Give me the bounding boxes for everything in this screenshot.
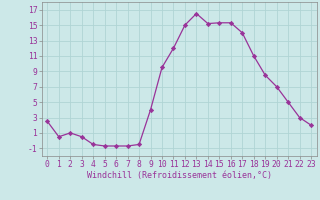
X-axis label: Windchill (Refroidissement éolien,°C): Windchill (Refroidissement éolien,°C)	[87, 171, 272, 180]
